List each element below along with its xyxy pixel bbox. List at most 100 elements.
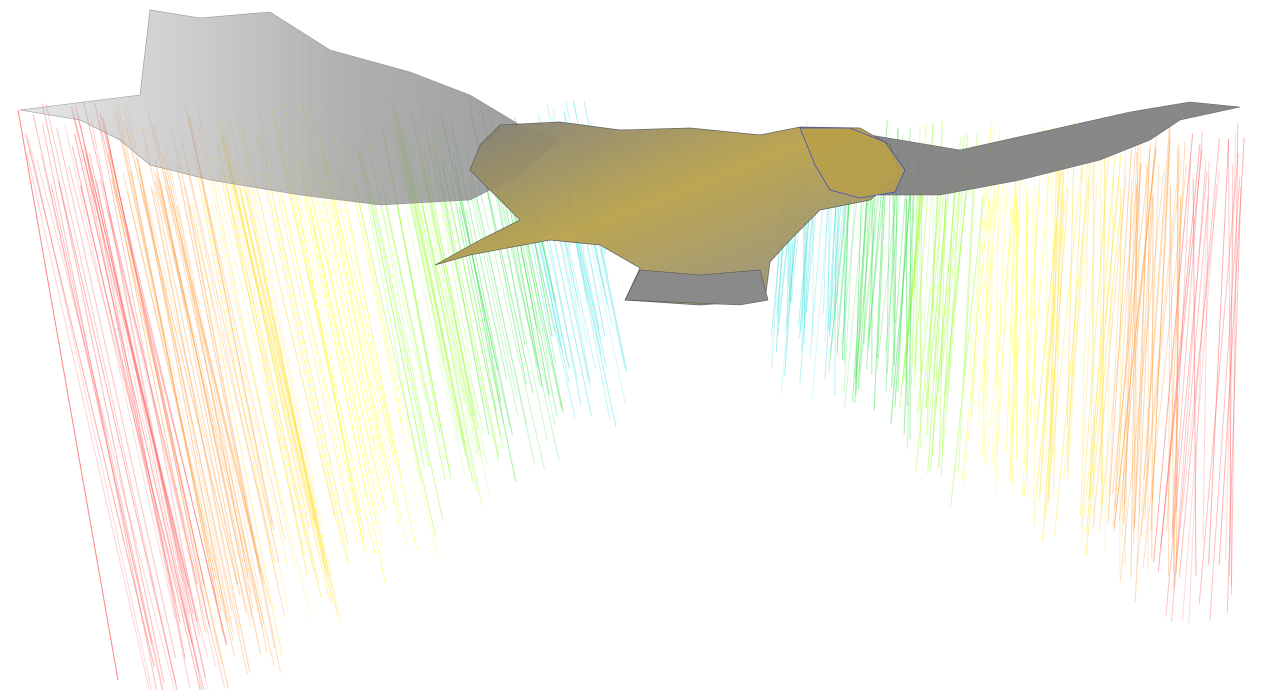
ray-line — [1033, 199, 1064, 526]
ray-line — [1052, 193, 1065, 498]
ray-line — [50, 184, 164, 691]
ray-line — [1090, 148, 1095, 498]
ray-line — [77, 114, 189, 588]
ray-line — [94, 101, 200, 636]
ray-line — [1098, 178, 1139, 531]
ray-line — [187, 117, 275, 531]
ray-line — [222, 135, 316, 525]
ray-line — [977, 156, 1001, 410]
ray-line — [303, 199, 386, 583]
ray-line — [98, 119, 228, 646]
ray-line — [961, 167, 993, 481]
ray-line — [90, 120, 190, 615]
ray-line — [186, 168, 286, 617]
head-mesh — [799, 127, 906, 199]
ray-line — [1225, 134, 1237, 561]
ray-line — [70, 107, 177, 602]
ray-line — [1088, 152, 1116, 501]
ray-line — [957, 186, 974, 471]
ray-line — [147, 112, 259, 561]
ray-line — [470, 180, 518, 397]
ray-line — [298, 144, 386, 512]
ray-line — [1111, 143, 1152, 495]
ray-line — [1151, 195, 1154, 559]
ray-line — [233, 176, 320, 585]
ray-line — [224, 144, 327, 577]
ray-line — [1114, 162, 1142, 509]
ray-line — [1228, 164, 1234, 576]
ray-line — [473, 183, 536, 465]
ray-line — [1035, 139, 1072, 494]
ray-line — [985, 154, 1020, 463]
ray-line — [1124, 198, 1132, 566]
ray-line — [210, 202, 312, 619]
ray-line — [1108, 143, 1127, 495]
ray-line — [1079, 184, 1098, 516]
ray-line — [276, 143, 376, 556]
ray-line — [1188, 176, 1210, 624]
ray-line — [241, 127, 336, 518]
ray-line — [1081, 139, 1091, 461]
ray-line — [1104, 176, 1114, 550]
ray-line — [99, 179, 225, 687]
ray-line — [899, 170, 925, 409]
ray-line — [421, 205, 483, 506]
ray-line — [1051, 127, 1066, 450]
ray-line — [216, 143, 308, 575]
ray-line — [294, 189, 362, 538]
ray-line — [336, 162, 402, 476]
ray-line — [223, 125, 318, 527]
ray-line — [106, 206, 217, 667]
ray-line — [1141, 140, 1171, 513]
ray-line — [1045, 168, 1048, 511]
ray-line — [1080, 153, 1110, 528]
ray-line — [305, 169, 385, 504]
ray-line — [1202, 161, 1210, 541]
ray-line — [449, 171, 497, 412]
ray-line — [106, 136, 207, 601]
ray-line — [64, 124, 176, 620]
ray-line — [197, 167, 289, 566]
ray-line — [940, 189, 955, 477]
right-wing-mesh — [839, 101, 1241, 196]
ray-line — [42, 124, 158, 691]
ray-line — [1021, 174, 1041, 496]
ray-line — [1039, 191, 1063, 495]
ray-line — [929, 177, 957, 471]
ray-line — [203, 200, 289, 609]
ray-line — [364, 172, 425, 467]
ray-line — [421, 164, 472, 418]
ray-line — [918, 161, 922, 373]
ray-line — [409, 169, 474, 483]
ray-line — [1009, 197, 1030, 473]
ray-line — [164, 144, 263, 605]
ray-line — [1143, 126, 1170, 481]
ray-line — [139, 184, 248, 675]
ray-line — [854, 195, 868, 403]
ray-line — [73, 133, 194, 646]
ray-line — [983, 182, 996, 464]
ray-line — [259, 134, 349, 545]
ray-line — [909, 175, 912, 441]
ray-line — [153, 191, 240, 632]
ray-line — [176, 164, 261, 575]
ray-line — [141, 126, 241, 596]
ray-line — [1080, 177, 1121, 544]
ray-line — [920, 181, 923, 448]
ray-line — [422, 201, 478, 491]
ray-line — [1227, 139, 1232, 595]
ray-line — [163, 171, 271, 605]
ray-line — [1066, 139, 1085, 472]
ray-line — [885, 169, 891, 393]
ray-line — [1226, 186, 1242, 613]
ray-line — [79, 185, 201, 691]
ray-line — [477, 181, 545, 470]
ray-line — [104, 126, 211, 628]
ray-line — [188, 113, 273, 525]
ray-line — [85, 152, 186, 659]
ray-line — [381, 181, 446, 469]
ray-line — [36, 158, 175, 691]
ray-line — [180, 137, 280, 562]
ray-line — [1123, 152, 1138, 506]
